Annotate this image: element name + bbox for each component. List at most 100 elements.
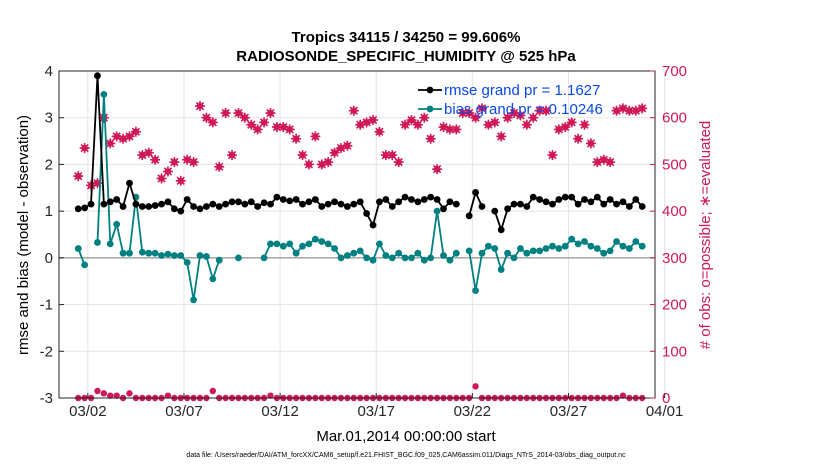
marker-arm bbox=[586, 139, 596, 148]
obs-evaluated-point bbox=[284, 124, 295, 135]
bias-point bbox=[632, 238, 640, 245]
rmse-point bbox=[568, 193, 576, 201]
bias-point bbox=[523, 249, 531, 257]
bias-point bbox=[183, 259, 191, 266]
obs-evaluated-point bbox=[566, 117, 577, 128]
marker-arm bbox=[176, 176, 185, 185]
rmse-point bbox=[138, 203, 146, 210]
rmse-point bbox=[305, 198, 313, 206]
marker-arm bbox=[452, 125, 461, 134]
rmse-point bbox=[299, 200, 306, 208]
bias-point bbox=[542, 245, 550, 252]
marker-arm bbox=[227, 150, 237, 160]
marker-arm bbox=[99, 113, 109, 122]
bias-point bbox=[119, 249, 127, 257]
bias-series bbox=[74, 90, 646, 304]
marker-arm bbox=[599, 155, 608, 164]
marker-arm bbox=[343, 141, 352, 150]
bias-point bbox=[593, 245, 601, 252]
rmse-point bbox=[74, 205, 82, 213]
bias-point bbox=[484, 242, 492, 250]
rmse-point bbox=[549, 200, 556, 208]
rmse-point bbox=[158, 200, 165, 208]
marker-arm bbox=[80, 143, 89, 153]
rmse-point bbox=[376, 198, 383, 206]
y-right-tick-label: 300 bbox=[662, 250, 687, 267]
marker-arm bbox=[375, 127, 384, 136]
bias-point bbox=[350, 249, 358, 257]
obs-evaluated-point bbox=[111, 131, 122, 142]
y-right-tick-label: 700 bbox=[662, 63, 687, 80]
rmse-point bbox=[638, 203, 646, 210]
marker-arm bbox=[368, 115, 378, 125]
marker-arm bbox=[458, 108, 467, 118]
bias-point bbox=[279, 242, 287, 250]
rmse-point bbox=[613, 200, 620, 208]
rmse-point bbox=[190, 203, 197, 210]
y-left-tick-label: 3 bbox=[45, 110, 53, 127]
bias-point bbox=[382, 252, 390, 259]
rmse-point bbox=[196, 205, 204, 213]
rmse-point bbox=[318, 203, 326, 210]
obs-evaluated-point bbox=[130, 126, 141, 137]
bias-point bbox=[318, 238, 326, 245]
bias-point bbox=[613, 238, 620, 245]
obs-evaluated-point bbox=[476, 103, 487, 114]
marker-arm bbox=[548, 150, 557, 160]
marker-arm bbox=[381, 150, 391, 160]
rmse-point bbox=[593, 193, 601, 201]
obs-possible-point bbox=[267, 392, 274, 399]
y-axis-left: -3 -2 -1 0 1 2 3 4 bbox=[40, 63, 64, 407]
legend-label: bias grand pr = 0.10246 bbox=[444, 101, 603, 118]
bias-point bbox=[408, 254, 415, 262]
marker-arm bbox=[573, 134, 583, 143]
bias-point bbox=[299, 242, 306, 250]
obs-evaluated-point bbox=[496, 131, 507, 142]
rmse-point bbox=[183, 196, 191, 203]
rmse-point bbox=[446, 198, 454, 206]
marker-arm bbox=[183, 155, 192, 164]
rmse-point bbox=[517, 200, 524, 208]
obs-possible-point bbox=[126, 390, 133, 397]
bias-point bbox=[286, 240, 294, 248]
bias-point bbox=[465, 247, 473, 255]
bias-point bbox=[619, 242, 627, 250]
marker-arm bbox=[439, 122, 448, 132]
obs-evaluated-point bbox=[259, 117, 270, 128]
obs-evaluated-point bbox=[194, 101, 205, 112]
rmse-point bbox=[529, 193, 537, 201]
obs-possible-point bbox=[619, 392, 627, 399]
bias-point bbox=[517, 245, 524, 252]
rmse-point bbox=[311, 196, 319, 203]
bias-point bbox=[196, 252, 204, 259]
obs-evaluated-point bbox=[239, 112, 250, 123]
rmse-point bbox=[542, 198, 550, 206]
obs-evaluated-point bbox=[303, 159, 314, 170]
x-tick-label: 03/17 bbox=[357, 403, 395, 420]
marker-arm bbox=[420, 113, 429, 122]
marker-arm bbox=[266, 108, 275, 118]
x-tick-label: 03/27 bbox=[550, 403, 588, 420]
y-left-tick-label: 0 bbox=[45, 250, 53, 267]
obs-evaluated-point bbox=[348, 105, 359, 116]
marker-arm bbox=[125, 132, 134, 141]
rmse-point bbox=[452, 200, 460, 208]
rmse-point bbox=[536, 196, 544, 203]
marker-arm bbox=[432, 164, 442, 174]
bias-point bbox=[414, 249, 422, 257]
x-axis: 03/02 03/07 03/12 03/17 03/22 03/27 04/01 bbox=[69, 393, 683, 420]
obs-possible-point bbox=[209, 387, 217, 395]
y-right-tick-label: 0 bbox=[662, 390, 670, 407]
rmse-point bbox=[267, 200, 274, 208]
rmse-point bbox=[414, 198, 422, 206]
obs-evaluated-point bbox=[227, 150, 238, 161]
bias-point bbox=[235, 254, 242, 262]
marker-arm bbox=[400, 120, 410, 129]
obs-evaluated-point bbox=[637, 103, 648, 114]
marker-arm bbox=[189, 157, 198, 167]
marker-arm bbox=[529, 113, 538, 122]
obs-evaluated-point bbox=[387, 150, 398, 161]
rmse-point bbox=[151, 202, 159, 209]
rmse-point bbox=[587, 198, 595, 206]
